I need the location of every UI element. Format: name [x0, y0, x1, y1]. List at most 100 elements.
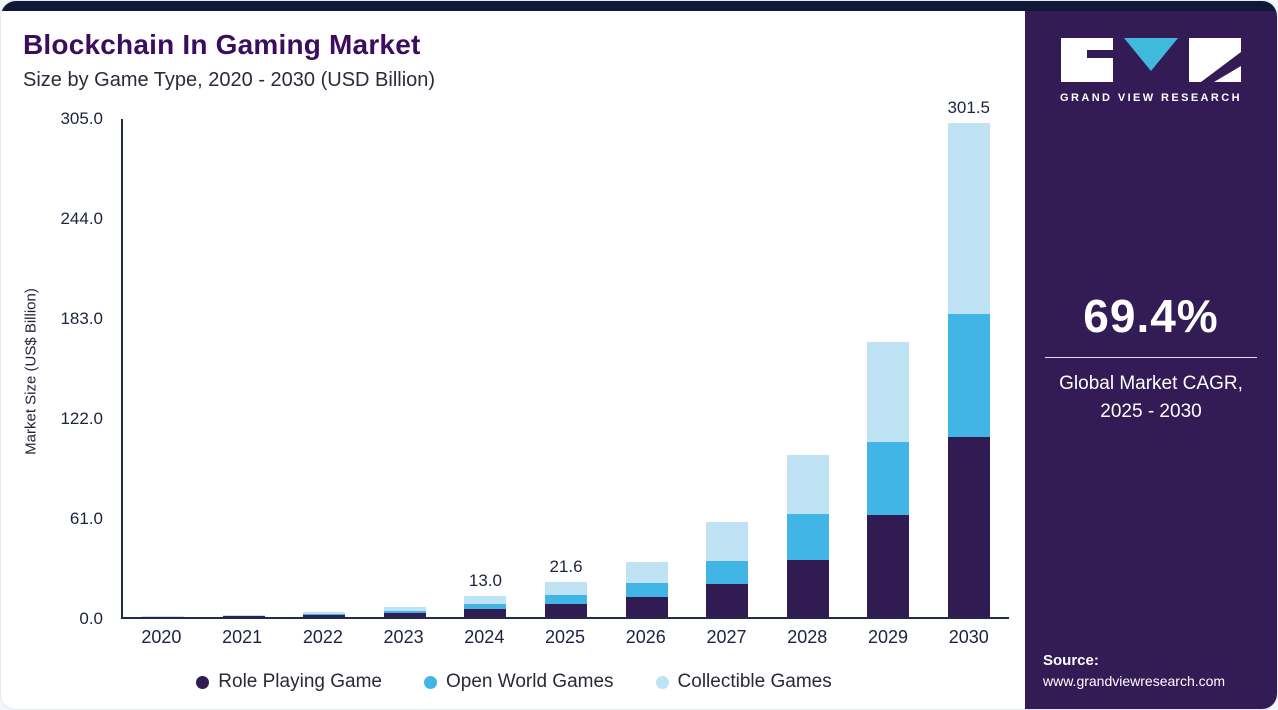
- cagr-caption-line2: 2025 - 2030: [1100, 400, 1202, 422]
- bar-column-2025: 21.6: [526, 119, 607, 617]
- plot-area: 13.0 21.6 301.5: [121, 98, 1009, 619]
- bar-segment-collectible-games: [222, 615, 265, 616]
- y-tick-label: 122.0: [60, 409, 103, 428]
- top-accent-strip: [1, 1, 1277, 11]
- bar-segment-collectible-games: [867, 341, 910, 442]
- legend-item-collectible-games: Collectible Games: [655, 671, 832, 693]
- legend-label: Open World Games: [445, 671, 614, 692]
- bar-segment-role-playing-game: [786, 559, 829, 617]
- page-title: Blockchain In Gaming Market: [23, 29, 421, 60]
- y-axis-ticks: 0.0 61.0 122.0 183.0 244.0 305.0: [1, 109, 109, 628]
- legend-dot: [655, 675, 669, 689]
- x-tick-label: 2027: [706, 627, 747, 647]
- bar-segment-open-world-games: [303, 614, 346, 616]
- gvr-logo-icon: [1061, 38, 1241, 82]
- x-tick-label: 2024: [464, 627, 505, 647]
- bar-segment-open-world-games: [625, 582, 668, 597]
- stat-divider: [1045, 357, 1257, 358]
- y-tick-label: 183.0: [60, 309, 103, 328]
- bar-stack: [786, 454, 829, 617]
- bar-column-2021: [204, 119, 285, 617]
- bar-segment-open-world-games: [383, 610, 426, 614]
- legend-label: Role Playing Game: [218, 671, 382, 692]
- bar-total-label: 13.0: [468, 570, 502, 590]
- bar-stack: [303, 612, 346, 617]
- x-tick-label: 2029: [867, 627, 908, 647]
- bar-total-label: 21.6: [549, 556, 583, 576]
- bar-segment-role-playing-game: [625, 596, 668, 617]
- bar-segment-collectible-games: [706, 521, 749, 562]
- bar-column-2028: [767, 119, 848, 617]
- y-tick-label: 0.0: [79, 609, 103, 628]
- bar-segment-open-world-games: [947, 313, 990, 437]
- legend-dot: [423, 675, 437, 689]
- legend-dot: [196, 675, 210, 689]
- x-tick-label: 2030: [948, 627, 989, 647]
- bar-column-2023: [365, 119, 446, 617]
- bar-segment-open-world-games: [867, 441, 910, 516]
- bar-segment-open-world-games: [786, 513, 829, 560]
- bar-stack: [142, 616, 185, 617]
- bar-segment-collectible-games: [464, 595, 507, 604]
- bar-column-2024: 13.0: [445, 119, 526, 617]
- x-axis-labels: 2020 2021 2022 2023 2024 2025 2026 2027 2028 2029…: [121, 627, 1009, 648]
- bar-stack: [222, 615, 265, 617]
- bar-segment-role-playing-game: [947, 436, 990, 617]
- cagr-caption-line1: Global Market CAGR,: [1059, 373, 1243, 394]
- y-tick-label: 61.0: [69, 509, 103, 528]
- bar-column-2030: 301.5: [928, 98, 1009, 617]
- bar-segment-role-playing-game: [222, 616, 265, 617]
- x-tick-label: 2025: [545, 627, 586, 647]
- bar-stack: [947, 122, 990, 617]
- x-tick-label: 2022: [302, 627, 343, 647]
- bar-segment-open-world-games: [464, 603, 507, 610]
- bar-segment-collectible-games: [786, 454, 829, 514]
- bar-segment-role-playing-game: [706, 584, 749, 617]
- bar-segment-role-playing-game: [303, 615, 346, 617]
- bar-chart: Market Size (US$ Billion) 0.0 61.0 122.0 18…: [1, 98, 1027, 709]
- y-tick-label: 305.0: [60, 109, 103, 128]
- bar-segment-role-playing-game: [867, 515, 910, 617]
- chart-panel: Blockchain In Gaming Market Size by Game…: [1, 11, 1027, 709]
- bar-column-2027: [687, 119, 768, 617]
- x-tick-label: 2028: [787, 627, 828, 647]
- legend-item-role-playing-game: Role Playing Game: [196, 671, 382, 693]
- cagr-stat: 69.4% Global Market CAGR, 2025 - 2030: [1025, 289, 1277, 425]
- bar-segment-collectible-games: [383, 606, 426, 611]
- legend-item-open-world-games: Open World Games: [423, 671, 614, 693]
- bar-segment-collectible-games: [303, 612, 346, 615]
- cagr-caption: Global Market CAGR, 2025 - 2030: [1025, 370, 1277, 425]
- bar-stack: [706, 521, 749, 617]
- x-tick-label: 2021: [222, 627, 263, 647]
- source-block: Source: www.grandviewresearch.com: [1043, 652, 1225, 689]
- y-tick-label: 244.0: [60, 209, 103, 228]
- x-tick-label: 2020: [141, 627, 182, 647]
- bar-segment-open-world-games: [706, 561, 749, 585]
- bar-stack: [464, 595, 507, 617]
- cagr-value: 69.4%: [1083, 290, 1219, 342]
- page-subtitle: Size by Game Type, 2020 - 2030 (USD Bill…: [23, 69, 436, 91]
- chart-legend: Role Playing Game Open World Games Collect…: [1, 671, 1027, 693]
- bar-column-2026: [606, 119, 687, 617]
- logo-wordmark: GRAND VIEW RESEARCH: [1060, 92, 1242, 104]
- bar-column-2020: [123, 119, 204, 617]
- bar-segment-collectible-games: [947, 122, 990, 314]
- bar-column-2022: [284, 119, 365, 617]
- bar-column-2029: [848, 119, 929, 617]
- bar-segment-role-playing-game: [464, 609, 507, 617]
- bar-stack: [383, 606, 426, 617]
- bar-stack: [625, 562, 668, 617]
- source-url: www.grandviewresearch.com: [1043, 673, 1226, 689]
- bar-stack: [545, 581, 587, 617]
- bar-segment-role-playing-game: [545, 603, 587, 617]
- bar-total-label: 301.5: [947, 97, 991, 117]
- sidebar: GRAND VIEW RESEARCH 69.4% Global Market …: [1025, 11, 1277, 709]
- source-label: Source:: [1043, 652, 1099, 669]
- x-tick-label: 2023: [383, 627, 424, 647]
- bar-segment-role-playing-game: [383, 613, 426, 617]
- bar-segment-open-world-games: [545, 594, 587, 604]
- grand-view-research-logo: GRAND VIEW RESEARCH: [1025, 37, 1277, 104]
- bar-stack: [867, 341, 910, 617]
- bar-segment-collectible-games: [545, 581, 587, 595]
